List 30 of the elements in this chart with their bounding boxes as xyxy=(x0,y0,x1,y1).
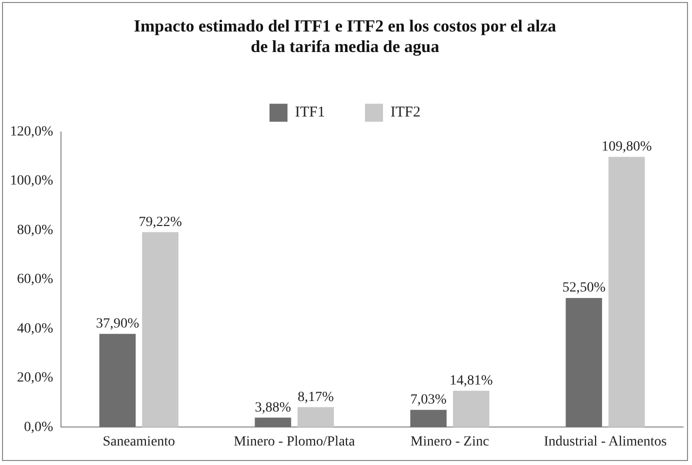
x-tick-label: Minero - Plomo/Plata xyxy=(234,434,356,450)
data-label: 79,22% xyxy=(138,214,182,230)
bar xyxy=(566,298,602,428)
bar xyxy=(453,390,490,428)
y-tick-label: 60,0% xyxy=(16,272,54,288)
data-label: 37,90% xyxy=(96,316,140,332)
y-tick-label: 0,0% xyxy=(24,420,54,435)
bar xyxy=(298,407,334,428)
data-label: 8,17% xyxy=(298,390,334,405)
y-tick-label: 40,0% xyxy=(16,321,54,336)
legend-label: ITF1 xyxy=(295,104,325,121)
y-tick-label: 20,0% xyxy=(16,370,54,386)
bar xyxy=(410,410,447,428)
y-tick-label: 120,0% xyxy=(10,124,54,140)
x-tick-label: Minero - Zinc xyxy=(410,434,490,450)
data-label: 52,50% xyxy=(562,280,606,296)
bar xyxy=(99,334,136,428)
data-label: 7,03% xyxy=(410,392,447,408)
legend-label: ITF2 xyxy=(390,104,420,121)
chart-title: Impacto estimado del ITF1 e ITF2 en los costos por el alza de la tarifa media de agua xyxy=(134,16,557,56)
bar xyxy=(142,232,178,428)
x-tick-label: Saneamiento xyxy=(102,434,176,450)
data-label: 14,81% xyxy=(450,373,494,388)
bar xyxy=(254,418,292,428)
y-tick-label: 100,0% xyxy=(10,174,54,189)
data-label: 3,88% xyxy=(254,400,292,416)
x-tick-label: Industrial - Alimentos xyxy=(544,434,667,450)
bar xyxy=(608,156,645,428)
data-label: 109,80% xyxy=(602,140,652,155)
y-tick-label: 80,0% xyxy=(16,222,54,238)
